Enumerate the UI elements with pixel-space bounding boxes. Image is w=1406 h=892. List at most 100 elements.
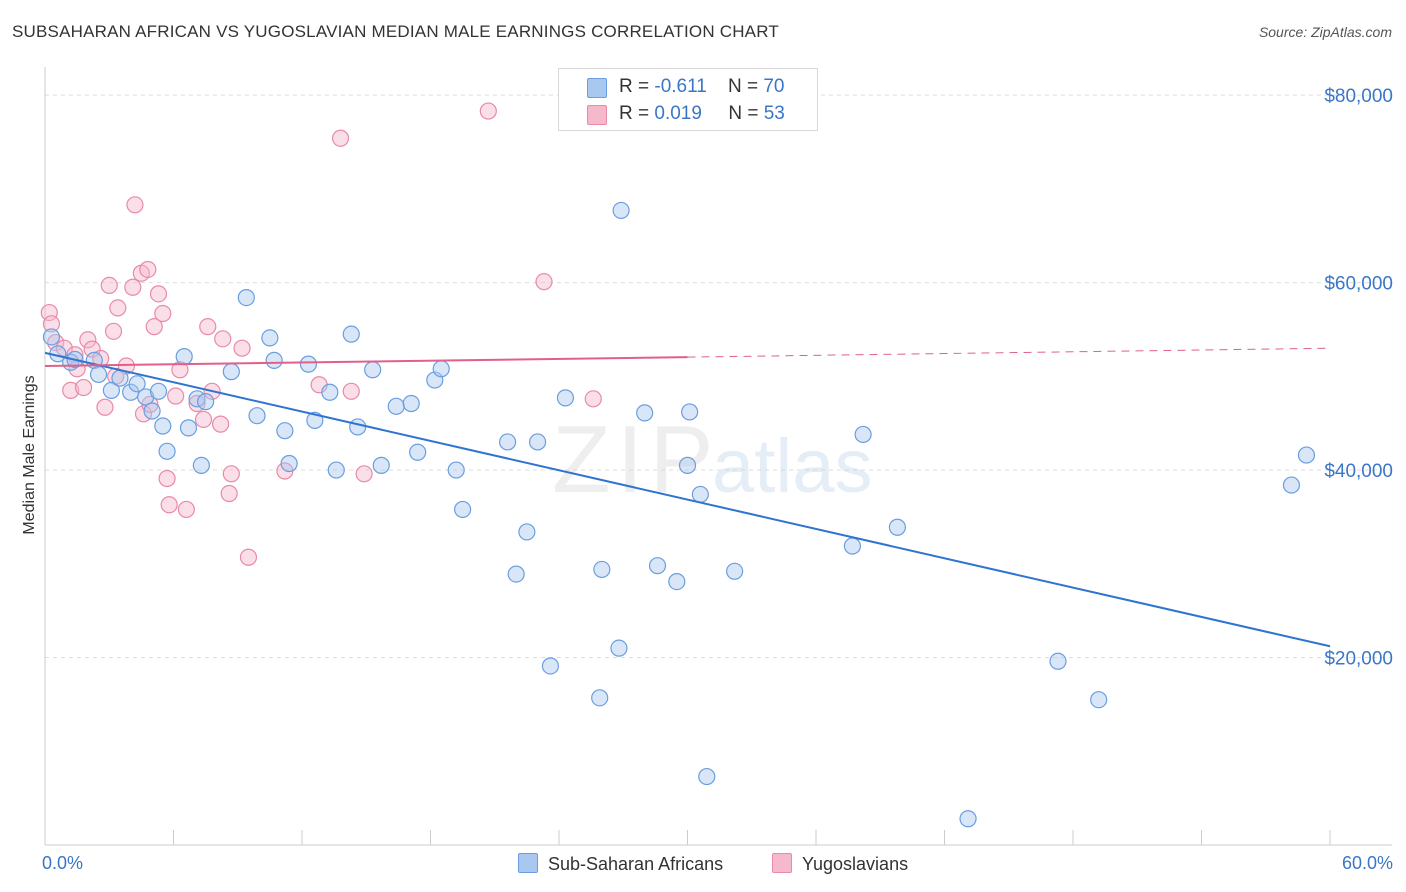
data-point [691,485,709,504]
data-point [158,469,176,488]
source-label: Source: ZipAtlas.com [1258,24,1392,40]
data-point [342,325,360,343]
bottom-legend-swatch-blue [518,853,538,873]
data-point [222,465,240,483]
legend-n-label: N = [728,103,764,124]
data-point [100,276,118,295]
trend-line-sub-saharan [44,351,1331,648]
axes [44,67,1392,846]
data-point [280,454,298,473]
data-point [454,500,472,519]
data-point [355,465,373,483]
y-tick-label: $80,000 [1324,86,1393,107]
data-point [177,500,195,519]
data-point [342,382,360,400]
data-point [959,810,977,828]
data-point [265,351,283,369]
data-point [507,565,525,583]
data-point [109,299,127,317]
data-point [197,393,215,411]
data-point [171,361,189,379]
data-point [212,415,230,433]
trend-line-yugoslavian [44,356,688,368]
data-point [593,560,611,579]
data-point [528,433,547,451]
data-point [409,443,427,461]
data-point [681,403,699,421]
data-point [145,318,163,336]
data-point [179,419,198,437]
bottom-legend-swatch-pink [772,853,792,873]
data-point [79,331,97,349]
data-point [447,461,465,479]
legend-r-value: -0.611 [654,76,707,97]
trend-line-yugoslavian-extension [687,347,1331,358]
y-axis-label: Median Male Earnings [21,375,38,534]
data-point [1297,446,1316,464]
data-point [222,363,240,381]
data-point [726,562,744,580]
legend-swatch-blue [587,78,607,98]
data-point [158,442,176,460]
x-tick-label: 0.0% [42,853,83,873]
data-point [372,456,390,474]
trend-lines [44,347,1331,648]
chart-title: SUBSAHARAN AFRICAN VS YUGOSLAVIAN MEDIAN… [12,22,779,41]
data-point [648,557,667,575]
data-point [261,329,279,347]
data-point [220,484,238,503]
data-point [432,360,450,378]
data-point [167,387,185,405]
data-point [299,355,318,373]
series-yugoslavians [40,102,602,566]
data-point [149,285,168,303]
data-point [62,381,80,399]
data-point [1049,652,1067,670]
data-point [160,496,178,514]
data-point [143,402,161,420]
watermark-atlas: atlas [712,424,873,509]
watermark: ZIP atlas [552,406,873,513]
data-point [276,422,294,440]
data-point [154,304,172,323]
x-tick-label: 60.0% [1342,853,1393,873]
data-point [149,382,168,400]
data-point [499,433,517,451]
data-point [584,390,602,408]
data-point [128,375,146,393]
data-point [126,196,144,214]
correlation-legend: R = -0.611 N = 70 R = 0.019 N = 53 [558,68,818,131]
legend-r-value: 0.019 [654,103,702,124]
legend-n-value: 70 [763,76,785,97]
data-point [104,322,123,340]
data-point [194,410,213,429]
data-point [1090,691,1108,709]
legend-r-label: R = [619,76,655,97]
data-point [327,461,345,479]
bottom-legend-label-pink: Yugoslavians [802,854,909,874]
legend-swatch-pink [587,105,607,125]
data-point [233,339,251,357]
data-point [888,518,906,536]
data-point [610,639,628,657]
data-point [402,394,420,413]
data-point [74,378,93,397]
data-point [321,383,339,401]
data-point [387,397,405,415]
grid-lines [45,94,1392,659]
bottom-legend-yugoslavian: Yugoslavians [772,853,908,875]
data-point [541,657,560,675]
data-point [636,404,654,422]
data-point [248,407,266,425]
data-point [199,318,217,336]
data-point [214,330,232,348]
data-point [591,689,609,707]
data-point [1282,476,1301,494]
y-tick-label: $60,000 [1324,274,1393,295]
data-point [678,456,697,474]
data-point [518,523,536,541]
data-point [854,425,872,444]
bottom-legend-label-blue: Sub-Saharan Africans [548,854,724,874]
data-point [96,398,114,416]
